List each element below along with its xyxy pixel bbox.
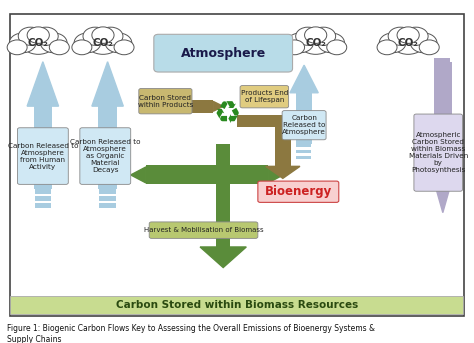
- Text: Figure 1: Biogenic Carbon Flows Key to Assessing the Overall Emissions of Bioene: Figure 1: Biogenic Carbon Flows Key to A…: [7, 324, 375, 343]
- Text: Atmospheric
Carbon Stored
within Biomass
Materials Driven
by
Photosynthesis: Atmospheric Carbon Stored within Biomass…: [409, 132, 468, 173]
- Circle shape: [85, 28, 121, 54]
- Polygon shape: [200, 247, 246, 268]
- Circle shape: [379, 33, 406, 53]
- Circle shape: [391, 28, 426, 54]
- FancyBboxPatch shape: [434, 62, 452, 160]
- Circle shape: [388, 27, 412, 45]
- Circle shape: [40, 33, 67, 53]
- Circle shape: [18, 27, 43, 45]
- FancyBboxPatch shape: [414, 114, 463, 191]
- Text: ♻: ♻: [213, 100, 241, 129]
- FancyBboxPatch shape: [10, 40, 66, 49]
- Text: Atmosphere: Atmosphere: [181, 47, 266, 60]
- FancyBboxPatch shape: [98, 106, 117, 189]
- FancyBboxPatch shape: [296, 156, 311, 159]
- FancyBboxPatch shape: [275, 116, 291, 172]
- Text: Carbon Stored within Biomass Resources: Carbon Stored within Biomass Resources: [116, 300, 358, 310]
- FancyBboxPatch shape: [35, 203, 51, 208]
- Circle shape: [296, 27, 320, 45]
- FancyBboxPatch shape: [237, 115, 283, 127]
- Text: CO₂: CO₂: [92, 37, 113, 48]
- FancyBboxPatch shape: [258, 181, 339, 202]
- FancyBboxPatch shape: [177, 100, 213, 113]
- FancyBboxPatch shape: [282, 110, 326, 140]
- FancyBboxPatch shape: [435, 71, 450, 75]
- FancyBboxPatch shape: [146, 166, 268, 185]
- Text: CO₂: CO₂: [305, 37, 326, 48]
- FancyBboxPatch shape: [296, 93, 312, 144]
- Circle shape: [327, 40, 347, 55]
- Circle shape: [305, 27, 327, 43]
- FancyBboxPatch shape: [296, 144, 311, 147]
- FancyBboxPatch shape: [296, 150, 311, 153]
- FancyBboxPatch shape: [288, 40, 343, 49]
- Circle shape: [298, 28, 333, 54]
- Polygon shape: [268, 167, 283, 183]
- Polygon shape: [213, 102, 223, 111]
- FancyBboxPatch shape: [435, 64, 450, 69]
- Circle shape: [49, 40, 69, 55]
- Text: Carbon Released to
Atmosphere
from Human
Activity: Carbon Released to Atmosphere from Human…: [8, 143, 78, 169]
- Text: Carbon
Released to
Atmosphere: Carbon Released to Atmosphere: [282, 115, 326, 135]
- Polygon shape: [266, 166, 300, 178]
- Circle shape: [404, 27, 428, 45]
- FancyBboxPatch shape: [99, 196, 116, 201]
- Circle shape: [9, 33, 36, 53]
- FancyBboxPatch shape: [154, 34, 292, 72]
- Circle shape: [397, 27, 419, 43]
- FancyBboxPatch shape: [435, 58, 450, 62]
- Polygon shape: [290, 65, 318, 93]
- Text: Carbon Stored
within Products: Carbon Stored within Products: [138, 95, 193, 108]
- Text: CO₂: CO₂: [398, 37, 419, 48]
- Circle shape: [105, 33, 132, 53]
- Circle shape: [419, 40, 439, 55]
- Circle shape: [99, 27, 123, 45]
- Circle shape: [20, 28, 56, 54]
- Circle shape: [318, 33, 345, 53]
- Text: Harvest & Mobilisation of Biomass: Harvest & Mobilisation of Biomass: [144, 227, 264, 233]
- FancyBboxPatch shape: [99, 189, 116, 194]
- FancyBboxPatch shape: [10, 14, 464, 316]
- FancyBboxPatch shape: [216, 144, 230, 257]
- Circle shape: [83, 27, 108, 45]
- Circle shape: [27, 27, 49, 43]
- FancyBboxPatch shape: [35, 189, 51, 194]
- Polygon shape: [428, 160, 458, 213]
- FancyBboxPatch shape: [99, 203, 116, 208]
- FancyBboxPatch shape: [240, 86, 289, 108]
- Circle shape: [311, 27, 336, 45]
- FancyBboxPatch shape: [18, 128, 68, 185]
- Text: Products End
of Lifespan: Products End of Lifespan: [241, 90, 288, 103]
- Circle shape: [114, 40, 134, 55]
- Polygon shape: [92, 62, 123, 106]
- Circle shape: [377, 40, 397, 55]
- Circle shape: [92, 27, 114, 43]
- Circle shape: [284, 40, 305, 55]
- Circle shape: [410, 33, 437, 53]
- FancyBboxPatch shape: [149, 222, 258, 238]
- Text: Carbon Released to
Atmosphere
as Organic
Material
Decays: Carbon Released to Atmosphere as Organic…: [70, 139, 140, 173]
- Polygon shape: [27, 62, 59, 106]
- Circle shape: [34, 27, 58, 45]
- FancyBboxPatch shape: [34, 106, 52, 189]
- Circle shape: [287, 33, 313, 53]
- FancyBboxPatch shape: [139, 88, 192, 114]
- FancyBboxPatch shape: [381, 40, 436, 49]
- FancyBboxPatch shape: [75, 40, 131, 49]
- FancyBboxPatch shape: [10, 296, 463, 314]
- Text: CO₂: CO₂: [28, 37, 49, 48]
- Circle shape: [7, 40, 27, 55]
- Circle shape: [72, 40, 92, 55]
- FancyBboxPatch shape: [35, 196, 51, 201]
- Text: Bioenergy: Bioenergy: [265, 185, 332, 198]
- Circle shape: [74, 33, 101, 53]
- FancyBboxPatch shape: [80, 128, 131, 185]
- Polygon shape: [131, 167, 146, 183]
